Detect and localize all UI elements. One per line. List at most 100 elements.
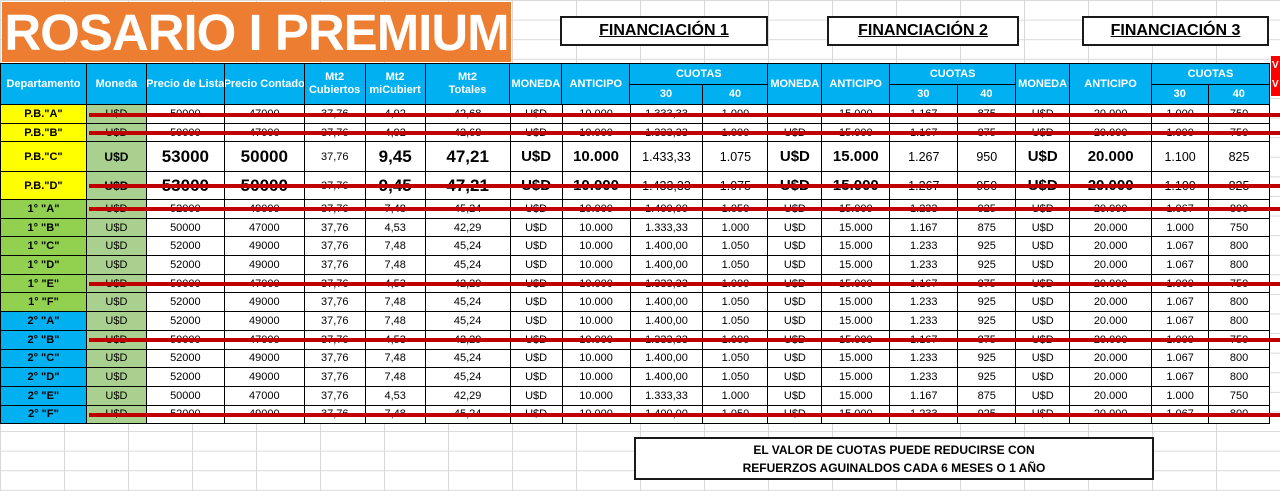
header-fin1-30[interactable]: 30: [630, 85, 703, 104]
cell-fin1-cuota30[interactable]: 1.400,00: [630, 405, 704, 425]
cell-fin3-cuota40[interactable]: 800: [1209, 368, 1271, 387]
cell-fin1-moneda[interactable]: U$D: [510, 172, 563, 200]
cell-fin1-moneda[interactable]: U$D: [510, 330, 563, 350]
cell-fin3-cuota30[interactable]: 1.067: [1152, 312, 1210, 331]
header-fin3-moneda[interactable]: MONEDA: [1016, 64, 1071, 105]
cell-fin1-cuota30[interactable]: 1.433,33: [630, 142, 704, 172]
cell-fin2-anticipo[interactable]: 15.000: [822, 256, 891, 275]
cell-moneda[interactable]: U$D: [86, 330, 147, 350]
header-mt2-semicubiertos[interactable]: Mt2 miCubiert: [365, 64, 426, 105]
cell-fin1-moneda[interactable]: U$D: [510, 368, 563, 387]
cell-fin1-cuota30[interactable]: 1.333,33: [630, 105, 704, 124]
cell-mt2-totales[interactable]: 42,29: [425, 330, 511, 350]
cell-mt2-totales[interactable]: 42,29: [425, 274, 511, 294]
cell-fin1-moneda[interactable]: U$D: [510, 105, 563, 124]
cell-mt2-totales[interactable]: 42,29: [425, 218, 511, 238]
cell-fin3-anticipo[interactable]: 20.000: [1070, 105, 1153, 124]
cell-fin1-cuota40[interactable]: 1.050: [703, 405, 769, 425]
cell-fin1-cuota30[interactable]: 1.333,33: [630, 218, 704, 238]
cell-fin2-anticipo[interactable]: 15.000: [822, 124, 891, 142]
cell-departamento[interactable]: 2° "E": [1, 386, 87, 406]
cell-precio-lista[interactable]: 50000: [146, 124, 225, 142]
cell-fin3-anticipo[interactable]: 20.000: [1070, 142, 1153, 172]
cell-mt2-totales[interactable]: 45,24: [425, 293, 511, 313]
vendido-flag-cell[interactable]: V V: [1271, 56, 1280, 96]
cell-mt2-cubiertos[interactable]: 37,76: [304, 312, 366, 331]
cell-moneda[interactable]: U$D: [86, 256, 147, 275]
cell-fin1-cuota40[interactable]: 1.000: [703, 330, 769, 350]
cell-fin1-cuota40[interactable]: 1.050: [703, 200, 769, 219]
cell-fin1-moneda[interactable]: U$D: [510, 349, 563, 369]
cell-fin3-moneda[interactable]: U$D: [1016, 172, 1071, 200]
cell-departamento[interactable]: 2° "C": [1, 349, 87, 369]
cell-fin1-anticipo[interactable]: 10.000: [562, 274, 631, 294]
header-fin2-moneda[interactable]: MONEDA: [768, 64, 823, 105]
cell-fin3-anticipo[interactable]: 20.000: [1070, 405, 1153, 425]
header-fin1-40[interactable]: 40: [728, 88, 742, 100]
cell-fin2-moneda[interactable]: U$D: [768, 200, 823, 219]
cell-fin3-anticipo[interactable]: 20.000: [1070, 386, 1153, 406]
cell-mt2-totales[interactable]: 42,68: [425, 124, 511, 142]
cell-fin3-cuota40[interactable]: 750: [1209, 330, 1271, 350]
cell-fin3-cuota30[interactable]: 1.100: [1152, 142, 1210, 172]
cell-departamento[interactable]: 1° "D": [1, 256, 87, 275]
cell-departamento[interactable]: 1° "C": [1, 237, 87, 257]
cell-fin3-cuota40[interactable]: 750: [1209, 386, 1271, 406]
cell-precio-lista[interactable]: 50000: [146, 330, 225, 350]
cell-fin2-cuota40[interactable]: 875: [958, 274, 1017, 294]
cell-precio-lista[interactable]: 52000: [146, 237, 225, 257]
cell-fin2-cuota40[interactable]: 925: [958, 349, 1017, 369]
cell-fin3-cuota30[interactable]: 1.067: [1152, 368, 1210, 387]
cell-fin2-moneda[interactable]: U$D: [768, 293, 823, 313]
cell-fin2-cuota40[interactable]: 875: [958, 218, 1017, 238]
header-mt2-totales[interactable]: Mt2 Totales: [425, 64, 511, 105]
cell-fin1-anticipo[interactable]: 10.000: [562, 142, 631, 172]
cell-departamento[interactable]: 1° "A": [1, 200, 87, 219]
header-mt2-cubiertos[interactable]: Mt2 Cubiertos: [304, 64, 366, 105]
cell-fin2-anticipo[interactable]: 15.000: [822, 274, 891, 294]
cell-fin3-moneda[interactable]: U$D: [1016, 274, 1071, 294]
cell-precio-lista[interactable]: 52000: [146, 405, 225, 425]
cell-fin3-moneda[interactable]: U$D: [1016, 349, 1071, 369]
cell-mt2-semicubiertos[interactable]: 4,53: [365, 330, 426, 350]
cell-fin2-cuota40[interactable]: 925: [958, 293, 1017, 313]
cell-fin2-anticipo[interactable]: 15.000: [822, 349, 891, 369]
cell-fin1-moneda[interactable]: U$D: [510, 405, 563, 425]
cell-fin2-moneda[interactable]: U$D: [768, 349, 823, 369]
cell-fin1-cuota30[interactable]: 1.333,33: [630, 330, 704, 350]
cell-fin1-anticipo[interactable]: 10.000: [562, 256, 631, 275]
header-fin1-anticipo[interactable]: ANTICIPO: [562, 64, 631, 105]
cell-fin3-cuota30[interactable]: 1.067: [1152, 405, 1210, 425]
cell-mt2-semicubiertos[interactable]: 7,48: [365, 312, 426, 331]
cell-moneda[interactable]: U$D: [86, 172, 147, 200]
cell-fin1-anticipo[interactable]: 10.000: [562, 312, 631, 331]
cell-fin3-anticipo[interactable]: 20.000: [1070, 124, 1153, 142]
cell-fin2-cuota40[interactable]: 925: [958, 368, 1017, 387]
cell-fin1-cuota40[interactable]: 1.000: [703, 386, 769, 406]
cell-mt2-semicubiertos[interactable]: 4,53: [365, 218, 426, 238]
header-fin1-cuotas[interactable]: CUOTAS: [630, 64, 768, 85]
cell-mt2-cubiertos[interactable]: 37,76: [304, 386, 366, 406]
header-fin2-30[interactable]: 30: [890, 85, 958, 104]
cell-mt2-totales[interactable]: 45,24: [425, 368, 511, 387]
cell-fin1-moneda[interactable]: U$D: [510, 200, 563, 219]
cell-mt2-cubiertos[interactable]: 37,76: [304, 274, 366, 294]
cell-fin1-anticipo[interactable]: 10.000: [562, 386, 631, 406]
header-fin3-anticipo[interactable]: ANTICIPO: [1070, 64, 1152, 105]
cell-departamento[interactable]: 1° "B": [1, 218, 87, 238]
cell-mt2-totales[interactable]: 42,68: [425, 105, 511, 124]
cell-precio-lista[interactable]: 53000: [146, 172, 225, 200]
cell-fin1-anticipo[interactable]: 10.000: [562, 405, 631, 425]
cell-fin3-cuota30[interactable]: 1.067: [1152, 200, 1210, 219]
cell-departamento[interactable]: P.B."B": [1, 124, 87, 142]
cell-mt2-semicubiertos[interactable]: 4,92: [365, 105, 426, 124]
cell-fin2-moneda[interactable]: U$D: [768, 368, 823, 387]
cell-precio-lista[interactable]: 53000: [146, 142, 225, 172]
cell-mt2-totales[interactable]: 45,24: [425, 200, 511, 219]
cell-fin3-anticipo[interactable]: 20.000: [1070, 172, 1153, 200]
cell-mt2-cubiertos[interactable]: 37,76: [304, 200, 366, 219]
cell-fin2-cuota30[interactable]: 1.233: [890, 312, 959, 331]
cell-fin2-anticipo[interactable]: 15.000: [822, 312, 891, 331]
cell-moneda[interactable]: U$D: [86, 218, 147, 238]
cell-fin3-moneda[interactable]: U$D: [1016, 124, 1071, 142]
